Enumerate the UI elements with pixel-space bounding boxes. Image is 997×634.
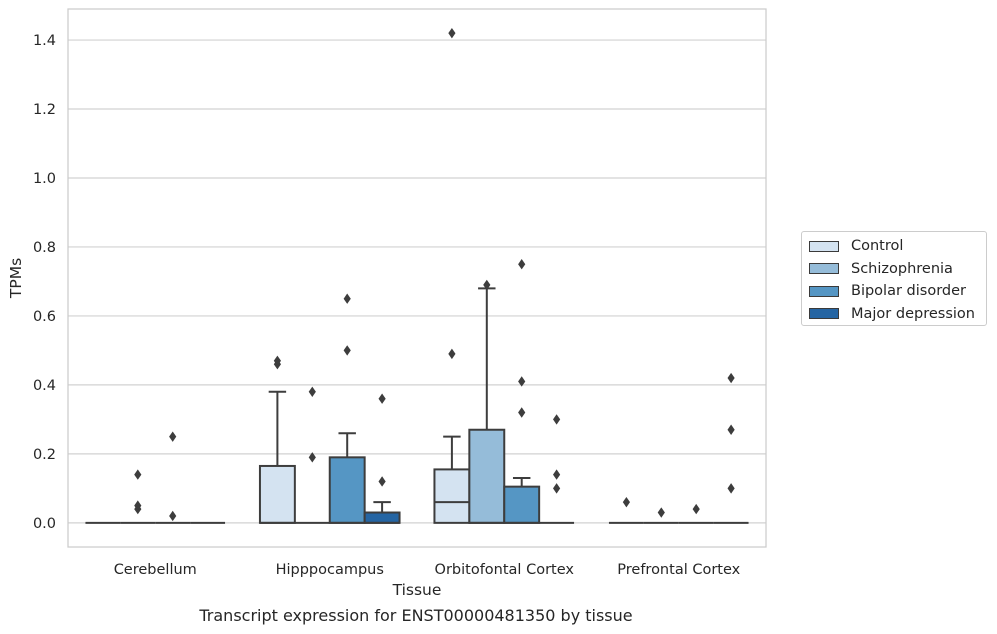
- y-tick-label: 1.2: [33, 102, 56, 118]
- outlier-point: [553, 469, 561, 480]
- series-major-depression: [190, 372, 749, 524]
- box: [468, 428, 506, 524]
- legend-label: Schizophrenia: [851, 260, 953, 277]
- outlier-point: [657, 507, 665, 518]
- legend-swatch: [809, 285, 839, 297]
- outlier-point: [169, 510, 177, 522]
- chart-caption: Transcript expression for ENST0000048135…: [199, 606, 633, 625]
- outlier-point: [448, 348, 456, 360]
- outlier-point: [622, 496, 630, 508]
- legend-item: Control: [809, 238, 903, 254]
- y-tick-label: 0.6: [33, 309, 56, 325]
- legend-item: Schizophrenia: [809, 261, 953, 277]
- outlier-point: [378, 393, 386, 404]
- outlier-point: [273, 355, 281, 366]
- legend-label: Major depression: [851, 305, 975, 322]
- legend-swatch: [809, 308, 839, 320]
- outlier-point: [134, 500, 142, 511]
- outlier-point: [343, 345, 351, 356]
- outlier-point: [343, 293, 351, 304]
- x-tick-labels: Cerebellum Hipppocampus Orbitofontal Corte…: [114, 562, 741, 578]
- outlier-point: [378, 476, 386, 487]
- y-tick-label: 0.0: [33, 516, 56, 532]
- box: [503, 485, 541, 524]
- box: [258, 464, 296, 524]
- y-tick-label: 0.8: [33, 240, 56, 256]
- outlier-point: [134, 469, 142, 480]
- legend-label: Control: [851, 238, 904, 254]
- y-tick-label: 0.2: [33, 447, 56, 463]
- box-plot-series: [85, 27, 749, 524]
- outlier-point: [553, 483, 561, 494]
- outlier-point: [692, 503, 700, 515]
- x-tick-label: Orbitofontal Cortex: [435, 562, 575, 578]
- legend-swatch: [809, 263, 839, 275]
- outlier-point: [483, 279, 491, 291]
- legend-item: Bipolar disorder: [809, 283, 966, 299]
- outlier-point: [169, 431, 177, 442]
- y-tick-label: 1.4: [33, 33, 56, 49]
- outlier-point: [727, 424, 735, 435]
- y-axis-label: TPMs: [7, 258, 25, 299]
- x-tick-label: Prefrontal Cortex: [617, 562, 740, 578]
- outlier-point: [308, 452, 316, 463]
- outlier-point: [518, 259, 526, 270]
- outlier-point: [518, 407, 526, 418]
- series-bipolar-disorder: [155, 259, 714, 524]
- gridlines: [68, 39, 766, 524]
- box: [363, 511, 401, 524]
- box: [433, 468, 471, 524]
- legend: Control Schizophrenia Bipolar disorder Majo…: [801, 231, 987, 326]
- series-control: [85, 27, 644, 524]
- x-axis-label: Tissue: [392, 581, 442, 599]
- plot-frame: [67, 8, 767, 548]
- outlier-point: [448, 27, 456, 39]
- series-schizophrenia: [120, 279, 679, 524]
- outlier-point: [727, 483, 735, 494]
- legend-label: Bipolar disorder: [851, 283, 966, 300]
- outlier-point: [553, 414, 561, 425]
- x-tick-label: Cerebellum: [114, 562, 197, 578]
- y-tick-label: 0.4: [33, 378, 56, 394]
- y-tick-labels: 0.0 0.2 0.4 0.6 0.8 1.0 1.2 1.4: [33, 33, 56, 532]
- legend-item: Major depression: [809, 306, 975, 322]
- y-tick-label: 1.0: [33, 171, 56, 187]
- outlier-point: [518, 376, 526, 387]
- outlier-point: [308, 386, 316, 398]
- box: [328, 456, 366, 524]
- outlier-point: [727, 372, 735, 384]
- legend-swatch: [809, 240, 839, 252]
- x-tick-label: Hipppocampus: [276, 562, 384, 578]
